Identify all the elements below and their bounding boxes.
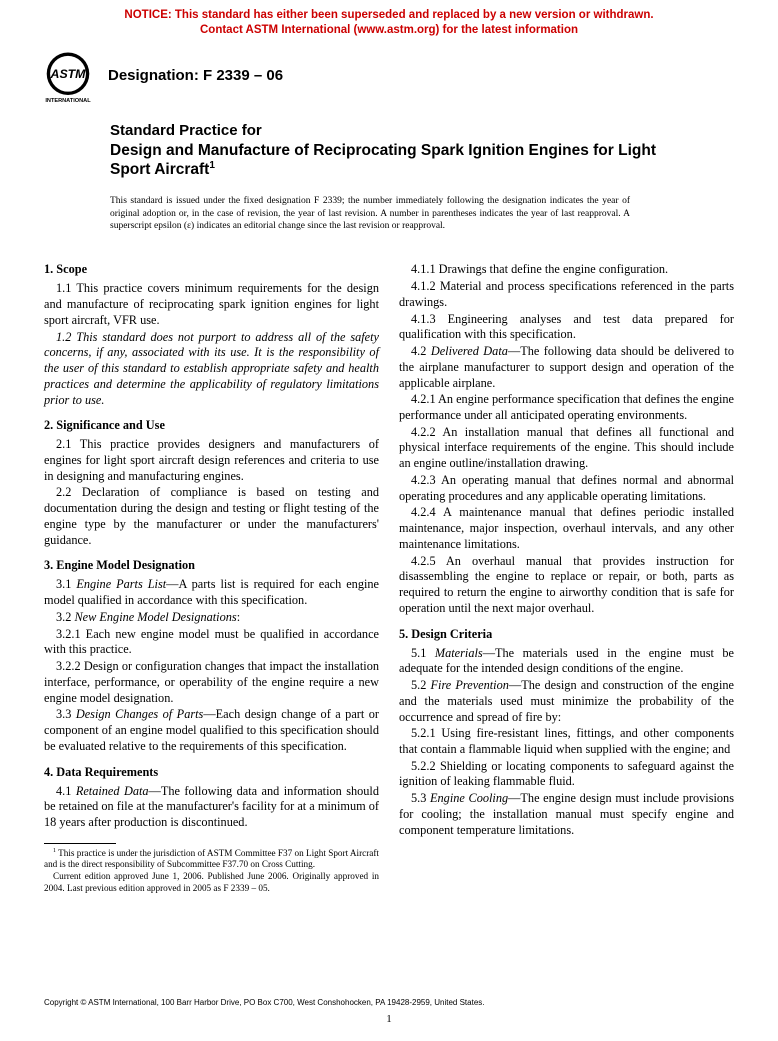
columns: 1. Scope 1.1 This practice covers minimu… xyxy=(0,232,778,894)
para-4-1-1: 4.1.1 Drawings that define the engine co… xyxy=(399,262,734,278)
svg-text:INTERNATIONAL: INTERNATIONAL xyxy=(45,98,91,104)
para-4-2-3: 4.2.3 An operating manual that defines n… xyxy=(399,473,734,504)
notice-line2: Contact ASTM International (www.astm.org… xyxy=(200,24,578,36)
section-4-head: 4. Data Requirements xyxy=(44,765,379,780)
issuance-note: This standard is issued under the fixed … xyxy=(0,185,630,232)
para-4-2-4: 4.2.4 A maintenance manual that defines … xyxy=(399,505,734,552)
svg-text:ASTM: ASTM xyxy=(50,67,87,81)
para-3-1: 3.1 Engine Parts List—A parts list is re… xyxy=(44,577,379,608)
astm-logo: ASTM INTERNATIONAL xyxy=(40,48,96,104)
para-4-1: 4.1 Retained Data—The following data and… xyxy=(44,784,379,831)
para-2-2: 2.2 Declaration of compliance is based o… xyxy=(44,485,379,548)
para-4-1-3: 4.1.3 Engineering analyses and test data… xyxy=(399,312,734,343)
para-4-2-5: 4.2.5 An overhaul manual that provides i… xyxy=(399,554,734,617)
para-5-2: 5.2 Fire Prevention—The design and const… xyxy=(399,678,734,725)
copyright: Copyright © ASTM International, 100 Barr… xyxy=(44,998,485,1007)
para-3-2-2: 3.2.2 Design or configuration changes th… xyxy=(44,659,379,706)
para-5-2-1: 5.2.1 Using fire-resistant lines, fittin… xyxy=(399,726,734,757)
para-1-2: 1.2 This standard does not purport to ad… xyxy=(44,330,379,409)
para-1-1: 1.1 This practice covers minimum require… xyxy=(44,281,379,328)
para-5-1: 5.1 Materials—The materials used in the … xyxy=(399,646,734,677)
left-column: 1. Scope 1.1 This practice covers minimu… xyxy=(44,252,379,894)
section-3-head: 3. Engine Model Designation xyxy=(44,558,379,573)
para-5-2-2: 5.2.2 Shielding or locating components t… xyxy=(399,759,734,790)
para-4-2-1: 4.2.1 An engine performance specificatio… xyxy=(399,392,734,423)
para-4-1-2: 4.1.2 Material and process specification… xyxy=(399,279,734,310)
title-main: Design and Manufacture of Reciprocating … xyxy=(110,141,680,180)
page-number: 1 xyxy=(0,1013,778,1025)
title-main-text: Design and Manufacture of Reciprocating … xyxy=(110,142,656,178)
para-3-2-1: 3.2.1 Each new engine model must be qual… xyxy=(44,627,379,658)
footnote-1: 1 This practice is under the jurisdictio… xyxy=(44,848,379,872)
section-2-head: 2. Significance and Use xyxy=(44,418,379,433)
footnote-rule xyxy=(44,843,116,844)
section-1-head: 1. Scope xyxy=(44,262,379,277)
para-4-2-2: 4.2.2 An installation manual that define… xyxy=(399,425,734,472)
para-3-2: 3.2 New Engine Model Designations: xyxy=(44,610,379,626)
section-5-head: 5. Design Criteria xyxy=(399,627,734,642)
header-row: ASTM INTERNATIONAL Designation: F 2339 –… xyxy=(0,44,778,104)
right-column: 4.1.1 Drawings that define the engine co… xyxy=(399,252,734,894)
para-5-3: 5.3 Engine Cooling—The engine design mus… xyxy=(399,791,734,838)
para-4-2: 4.2 Delivered Data—The following data sh… xyxy=(399,344,734,391)
title-block: Standard Practice for Design and Manufac… xyxy=(0,104,680,186)
para-3-3: 3.3 Design Changes of Parts—Each design … xyxy=(44,707,379,754)
title-pre: Standard Practice for xyxy=(110,122,680,141)
title-sup: 1 xyxy=(209,160,215,171)
designation: Designation: F 2339 – 06 xyxy=(108,67,283,84)
notice-line1: NOTICE: This standard has either been su… xyxy=(124,9,653,21)
notice-banner: NOTICE: This standard has either been su… xyxy=(0,0,778,44)
para-2-1: 2.1 This practice provides designers and… xyxy=(44,437,379,484)
footnote-2: Current edition approved June 1, 2006. P… xyxy=(44,871,379,895)
